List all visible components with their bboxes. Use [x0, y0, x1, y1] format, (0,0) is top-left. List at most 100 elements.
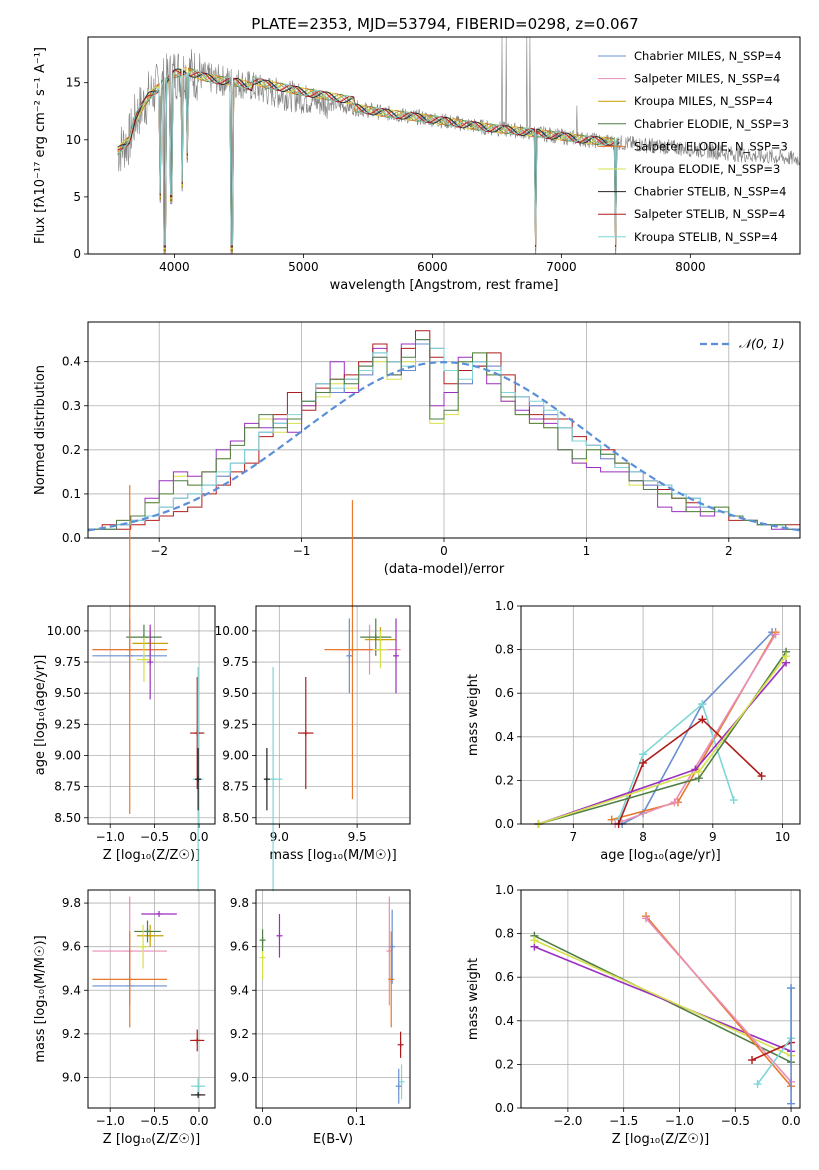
weight-marker: [639, 750, 648, 759]
data-point: [360, 618, 392, 656]
weight-series: [538, 655, 787, 825]
plot-area: [87, 330, 801, 538]
data-point: [298, 677, 314, 790]
x-axis-label: Z [log₁₀(Z/Z☉)]: [103, 848, 200, 863]
x-tick-label: 2: [725, 544, 733, 558]
y-tick-label: 9.6: [62, 940, 81, 954]
model-spectrum: [117, 70, 620, 254]
data-point: [92, 485, 168, 815]
y-tick-label: 9.75: [222, 655, 249, 669]
x-tick-label: −1: [293, 544, 311, 558]
x-tick-label: 9.0: [270, 830, 289, 844]
y-tick-label: 9.75: [54, 655, 81, 669]
y-tick-label: 0.4: [62, 355, 81, 369]
data-point: [263, 748, 270, 811]
plot-area: [534, 628, 791, 828]
model-spectrum: [117, 68, 620, 254]
y-axis-label: Flux [fλ10⁻¹⁷ erg cm⁻² s⁻¹ A⁻¹]: [33, 47, 48, 244]
weight-series: [756, 988, 792, 1085]
x-tick-label: 5000: [288, 260, 319, 274]
histogram-series: [87, 339, 800, 538]
y-tick-label: 0.8: [495, 927, 514, 941]
residuals-panel: −2 −1 0 1 2 0.0 0.1 0.2 0.3 0.4 (data-model)/error…: [33, 321, 801, 577]
x-tick-label: 0.0: [782, 1114, 801, 1128]
weight-vs-metallicity-panel: −2.0 −1.5 −1.0 −0.5 0.0 0.0 0.2 0.4 0.6 0.8 1.0 Z […: [466, 883, 801, 1147]
y-axis-label: mass weight: [466, 674, 481, 756]
weight-marker: [639, 758, 648, 767]
axes-frame: [87, 321, 801, 539]
weight-marker: [787, 984, 796, 993]
plot-area: [117, 37, 800, 254]
model-spectrum: [117, 66, 620, 250]
x-tick-label: 9.5: [348, 830, 367, 844]
data-point: [147, 624, 154, 700]
y-axis-label: age [log₁₀(age/yr)]: [33, 655, 48, 776]
y-tick-label: 9.8: [62, 896, 81, 910]
weight-marker: [757, 772, 766, 781]
y-tick-label: 9.2: [62, 1027, 81, 1041]
data-point: [138, 924, 148, 969]
legend-label: Chabrier STELIB, N_SSP=4: [634, 185, 786, 199]
x-tick-label: 7000: [546, 260, 577, 274]
y-tick-label: 9.6: [230, 940, 249, 954]
x-tick-label: −0.5: [140, 830, 169, 844]
y-tick-label: 9.8: [230, 896, 249, 910]
model-spectrum: [117, 70, 620, 246]
weight-series: [617, 702, 735, 820]
weight-marker: [771, 630, 780, 639]
x-tick-label: 8000: [675, 260, 706, 274]
x-tick-label: 4000: [159, 260, 190, 274]
weight-marker: [607, 815, 616, 824]
x-axis-label: mass [log₁₀(M/M☉)]: [269, 848, 396, 863]
legend-label: Chabrier ELODIE, N_SSP=3: [634, 117, 789, 131]
y-tick-label: 9.25: [222, 717, 249, 731]
legend-label: Kroupa ELODIE, N_SSP=3: [634, 162, 780, 176]
y-tick-label: 8.75: [54, 780, 81, 794]
y-tick-label: 0.2: [495, 1057, 514, 1071]
data-point: [395, 1068, 402, 1104]
x-axis-label: (data-model)/error: [384, 562, 505, 577]
plot-area: [530, 912, 796, 1108]
model-spectrum: [117, 69, 620, 247]
x-tick-label: 10: [775, 830, 790, 844]
legend-label: Chabrier MILES, N_SSP=4: [634, 49, 781, 63]
x-tick-label: −1.0: [665, 1114, 694, 1128]
x-tick-label: 7: [569, 830, 577, 844]
x-tick-label: 9: [709, 830, 717, 844]
data-point: [195, 748, 202, 811]
y-tick-label: 1.0: [495, 599, 514, 613]
observed-spectrum: [117, 37, 800, 254]
y-tick-label: 8.50: [54, 811, 81, 825]
axes-frame: [87, 605, 216, 825]
data-point: [190, 677, 205, 790]
y-tick-label: 9.0: [230, 1070, 249, 1084]
x-tick-label: −0.5: [140, 1114, 169, 1128]
weight-series: [538, 662, 787, 825]
y-tick-label: 0.4: [495, 1014, 514, 1028]
data-point: [141, 910, 177, 917]
legend-label: Salpeter ELODIE, N_SSP=3: [634, 139, 788, 153]
plot-area: [259, 896, 405, 1104]
data-point: [372, 630, 389, 669]
data-point: [92, 931, 168, 1028]
y-tick-label: 9.25: [54, 717, 81, 731]
legend-label: Kroupa MILES, N_SSP=4: [634, 94, 773, 108]
weight-marker: [530, 936, 539, 945]
y-tick-label: 8.50: [222, 811, 249, 825]
plot-area: [92, 485, 205, 892]
x-tick-label: −1.5: [609, 1114, 638, 1128]
x-axis-label: E(B-V): [313, 1132, 353, 1147]
y-axis-label: mass weight: [466, 958, 481, 1040]
data-point: [389, 909, 396, 984]
data-point: [190, 1029, 205, 1052]
y-tick-label: 1.0: [495, 883, 514, 897]
y-tick-label: 10.00: [47, 624, 81, 638]
weight-series: [534, 945, 792, 1053]
weight-marker: [641, 914, 650, 923]
weight-marker: [694, 767, 703, 776]
axes-frame: [520, 889, 801, 1109]
y-tick-label: 0.6: [495, 970, 514, 984]
y-tick-label: 0.8: [495, 643, 514, 657]
x-tick-label: 0.0: [189, 1114, 208, 1128]
